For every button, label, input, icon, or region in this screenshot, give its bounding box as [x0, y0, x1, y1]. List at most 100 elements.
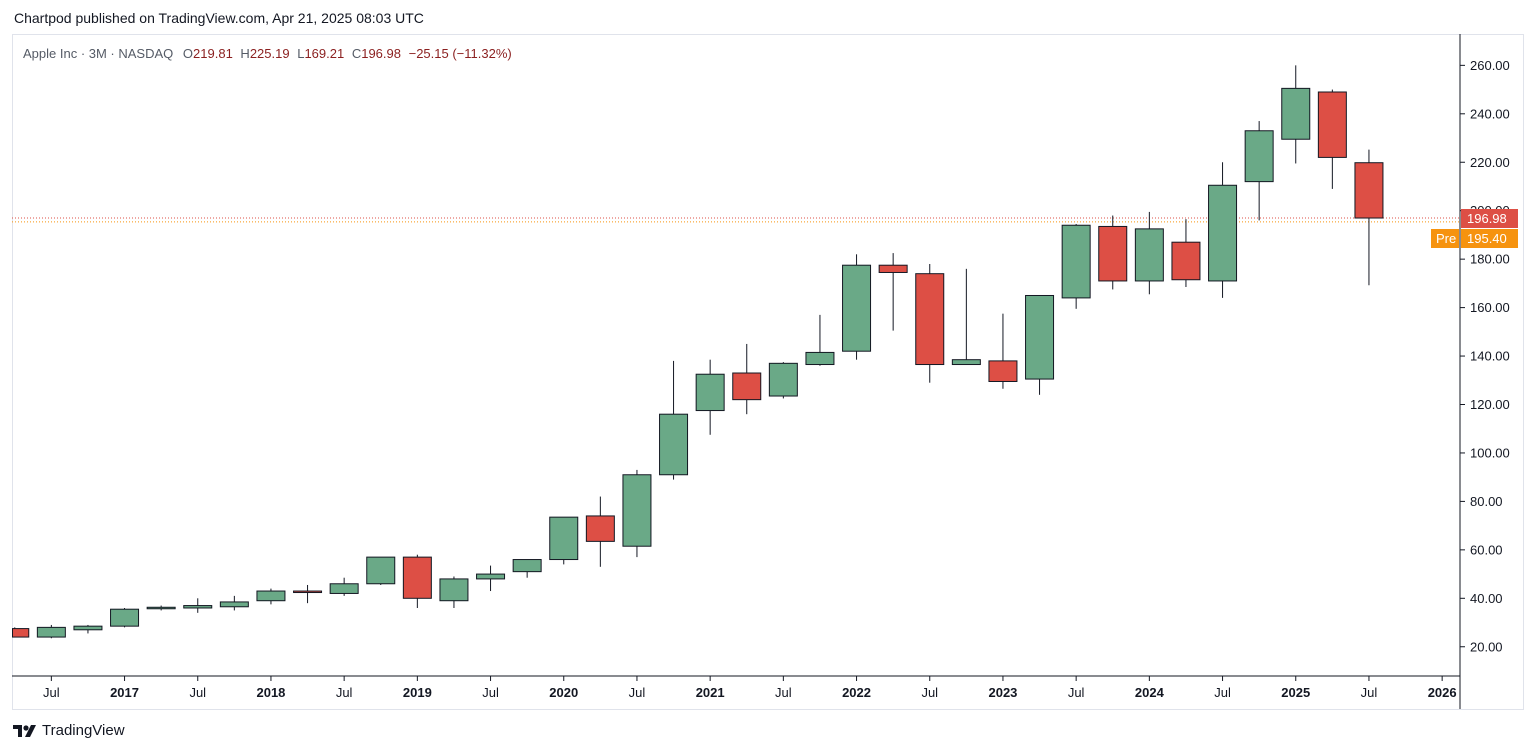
legend-change: −25.15 (−11.32%) [408, 46, 512, 61]
last-price-badge: 196.98 [1461, 209, 1518, 228]
candle-2021-q4 [842, 254, 872, 360]
candle-2024-q2 [1208, 162, 1238, 298]
candle-body [1244, 130, 1274, 183]
time-tick-label: 2017 [110, 685, 139, 700]
candle-2018-q3 [366, 556, 396, 585]
candle-2025-q1 [1317, 89, 1347, 189]
candle-body [1025, 294, 1055, 380]
candle-body [1317, 91, 1347, 158]
time-tick-label: 2021 [696, 685, 725, 700]
legend-high-label: H [240, 46, 250, 61]
candle-body [366, 556, 396, 585]
price-tick-label: 160.00 [1470, 300, 1510, 315]
candle-2019-q4 [549, 516, 579, 565]
candle-2017-q2 [183, 598, 213, 613]
legend-low-label: L [297, 46, 305, 61]
legend-open-label: O [182, 46, 194, 61]
candle-body [1061, 224, 1091, 299]
time-tick-label: Jul [189, 685, 206, 700]
time-tick-label: Jul [43, 685, 60, 700]
candle-body [695, 373, 725, 412]
time-tick-label: Jul [921, 685, 938, 700]
legend-open-value: 219.81 [193, 46, 233, 61]
candle-body [915, 273, 945, 366]
candle-body [183, 605, 213, 609]
candle-2021-q2 [768, 362, 798, 399]
candle-body [1134, 228, 1164, 282]
candle-2023-q4 [1134, 211, 1164, 295]
candle-body [1171, 241, 1201, 281]
candle-2017-q1 [146, 605, 176, 611]
candle-2020-q3 [659, 360, 689, 480]
legend-close-value: 196.98 [361, 46, 401, 61]
candle-body [110, 608, 140, 627]
candle-2018-q1 [293, 584, 323, 604]
candle-2022-q2 [915, 263, 945, 383]
price-tick-label: 100.00 [1470, 445, 1510, 460]
candle-2020-q1 [585, 496, 615, 567]
candle-2022-q1 [878, 253, 908, 331]
chart-frame [12, 34, 1524, 710]
candle-2020-q2 [622, 469, 652, 558]
legend-symbol: Apple Inc · 3M · NASDAQ [23, 46, 174, 61]
candle-body [549, 516, 579, 561]
candle-2021-q3 [805, 314, 835, 366]
candle-body [439, 578, 469, 602]
candle-2016-q4 [110, 607, 140, 628]
premarket-label-badge: Pre [1431, 229, 1459, 248]
candle-2020-q4 [695, 359, 725, 435]
candle-body [476, 573, 506, 580]
candle-2024-q4 [1281, 65, 1311, 164]
price-tick-label: 240.00 [1470, 106, 1510, 121]
candle-body [988, 360, 1018, 382]
price-tick-label: 20.00 [1470, 639, 1503, 654]
candle-body [732, 372, 762, 401]
candle-body [622, 474, 652, 547]
candle-body [768, 362, 798, 397]
candle-body [878, 264, 908, 273]
candle-body [805, 351, 835, 366]
candle-body [1098, 225, 1128, 282]
price-tick-label: 140.00 [1470, 349, 1510, 364]
candle-2017-q4 [256, 588, 286, 605]
price-tick-label: 60.00 [1470, 542, 1503, 557]
tradingview-brand-text: TradingView [42, 722, 125, 739]
time-tick-label: 2024 [1135, 685, 1165, 700]
candle-body [36, 626, 66, 638]
candle-body [951, 359, 981, 366]
time-tick-label: 2025 [1281, 685, 1310, 700]
candle-2017-q3 [219, 595, 249, 611]
candle-2024-q3 [1244, 121, 1274, 221]
tradingview-logo[interactable]: TradingView [13, 722, 125, 739]
candle-body [659, 413, 689, 476]
price-tick-label: 180.00 [1470, 252, 1510, 267]
time-axis: Jul 2017 Jul 2018 Jul 2019 Jul 2020 Jul 2021 Jul 20… [43, 676, 1457, 700]
candle-2021-q1 [732, 343, 762, 415]
candle-body [146, 606, 176, 610]
candle-2016-q2 [36, 624, 66, 639]
axis-lines [12, 34, 1461, 709]
candle-body [1281, 87, 1311, 140]
premarket-price-badge: 195.40 [1461, 229, 1518, 248]
candle-body [585, 515, 615, 542]
time-tick-label: 2019 [403, 685, 432, 700]
candle-2018-q4 [402, 554, 432, 608]
candle-2019-q2 [476, 565, 506, 592]
candle-body [12, 628, 30, 638]
candle-body [512, 559, 542, 573]
candle-body [73, 625, 103, 631]
time-tick-label: 2022 [842, 685, 871, 700]
time-tick-label: Jul [1214, 685, 1231, 700]
candle-body [329, 583, 359, 594]
symbol-legend: Apple Inc · 3M · NASDAQ O219.81 H225.19 … [23, 46, 512, 61]
tradingview-logo-icon [13, 724, 36, 737]
time-tick-label: Jul [629, 685, 646, 700]
time-tick-label: Jul [336, 685, 353, 700]
publisher-caption: Chartpod published on TradingView.com, A… [14, 10, 424, 26]
candle-2022-q4 [988, 313, 1018, 389]
candle-2016-q3 [73, 624, 103, 634]
price-tick-label: 220.00 [1470, 155, 1510, 170]
price-tick-label: 80.00 [1470, 494, 1503, 509]
candle-body [293, 590, 323, 594]
